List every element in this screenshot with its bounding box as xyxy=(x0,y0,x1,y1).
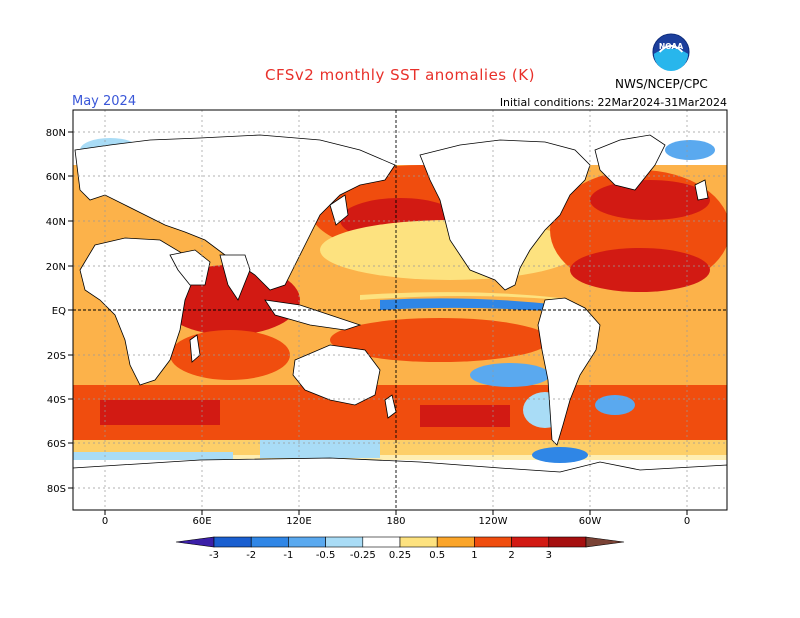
lat-label: EQ xyxy=(52,306,66,317)
axis-ticks xyxy=(68,131,688,515)
colorbar-label: -3 xyxy=(209,550,219,561)
colorbar-label: -0.25 xyxy=(350,550,376,561)
initial-conditions: Initial conditions: 22Mar2024-31Mar2024 xyxy=(499,96,727,109)
colorbar-segment xyxy=(436,536,475,548)
continents xyxy=(73,134,727,510)
colorbar-segment xyxy=(399,536,438,548)
lon-label: 180 xyxy=(386,516,405,527)
colorbar-segment xyxy=(548,536,587,548)
colorbar-label: 2 xyxy=(508,550,514,561)
lon-label: 0 xyxy=(684,516,690,527)
lon-label: 120W xyxy=(479,516,508,527)
colorbar-label: 0.5 xyxy=(429,550,445,561)
noaa-logo-icon: NOAA xyxy=(652,33,690,71)
colorbar-segment xyxy=(175,536,215,548)
colorbar-label: -1 xyxy=(283,550,293,561)
colorbar-label: 3 xyxy=(546,550,552,561)
lat-label: 80N xyxy=(46,128,66,139)
lon-label: 0 xyxy=(102,516,108,527)
colorbar: -3 -2 -1 -0.5 -0.25 0.25 0.5 1 2 3 xyxy=(175,536,625,561)
colorbar-label: -2 xyxy=(246,550,256,561)
anomaly-field xyxy=(73,110,727,510)
agency-label: NWS/NCEP/CPC xyxy=(615,77,708,91)
lat-label: 60S xyxy=(47,439,66,450)
lat-label: 40N xyxy=(46,217,66,228)
colorbar-label: -0.5 xyxy=(316,550,336,561)
colorbar-segment xyxy=(362,536,401,548)
colorbar-segment xyxy=(511,536,550,548)
colorbar-label: 1 xyxy=(471,550,477,561)
colorbar-segment xyxy=(325,536,364,548)
lat-label: 20S xyxy=(47,351,66,362)
lat-label: 80S xyxy=(47,484,66,495)
colorbar-segment xyxy=(250,536,289,548)
logo-text: NOAA xyxy=(659,42,683,51)
lon-label: 120E xyxy=(286,516,311,527)
colorbar-segment xyxy=(213,536,252,548)
map-title: CFSv2 monthly SST anomalies (K) xyxy=(265,66,535,84)
colorbar-label: 0.25 xyxy=(389,550,411,561)
lon-label: 60E xyxy=(192,516,211,527)
lat-label: 20N xyxy=(46,262,66,273)
forecast-period: May 2024 xyxy=(72,94,137,109)
colorbar-segment xyxy=(288,536,326,548)
colorbar-segment xyxy=(585,536,625,548)
lat-label: 40S xyxy=(47,395,66,406)
lon-label: 60W xyxy=(579,516,602,527)
colorbar-segment xyxy=(474,536,512,548)
lat-label: 60N xyxy=(46,172,66,183)
